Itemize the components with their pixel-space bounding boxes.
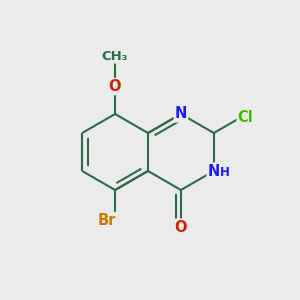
Text: Br: Br [98, 213, 116, 228]
Text: N: N [175, 106, 187, 122]
Text: O: O [108, 79, 120, 94]
Text: H: H [220, 166, 230, 178]
Text: CH₃: CH₃ [102, 50, 128, 62]
Text: Cl: Cl [238, 110, 254, 125]
Text: O: O [175, 220, 187, 235]
Text: N: N [208, 164, 220, 178]
